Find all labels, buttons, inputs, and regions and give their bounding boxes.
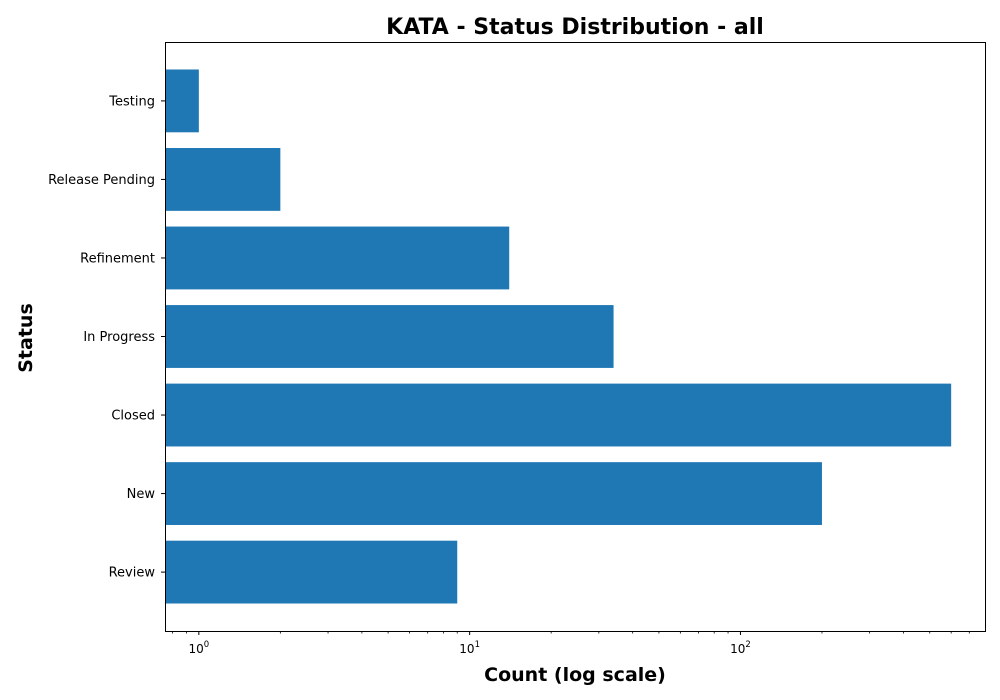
x-tick-label: 100 bbox=[188, 640, 209, 656]
y-axis-ticks: Review New Closed In Progress Refinement Rele… bbox=[48, 94, 165, 581]
bar-refinement bbox=[165, 226, 510, 290]
y-tick-label: Refinement bbox=[80, 251, 155, 266]
x-axis-ticks: 100 101 102 bbox=[172, 631, 970, 656]
bar-closed bbox=[165, 383, 952, 447]
bar-review bbox=[165, 540, 458, 604]
y-tick-label: Testing bbox=[108, 94, 155, 109]
bar-new bbox=[165, 462, 822, 525]
x-axis-label: Count (log scale) bbox=[484, 664, 666, 686]
y-tick-label: Release Pending bbox=[48, 173, 155, 188]
x-tick-label: 102 bbox=[730, 640, 751, 656]
bars-group bbox=[165, 69, 952, 604]
y-tick-label: Review bbox=[109, 566, 156, 581]
y-tick-label: New bbox=[127, 487, 156, 502]
plot-frame bbox=[165, 42, 986, 632]
chart-title: KATA - Status Distribution - all bbox=[386, 15, 764, 40]
y-tick-label: In Progress bbox=[83, 330, 155, 345]
bar-testing bbox=[165, 69, 199, 133]
y-axis-label: Status bbox=[15, 303, 37, 373]
x-tick-label: 101 bbox=[459, 640, 480, 656]
y-tick-label: Closed bbox=[111, 409, 155, 424]
bar-in-progress bbox=[165, 305, 614, 368]
bar-release-pending bbox=[165, 148, 281, 211]
